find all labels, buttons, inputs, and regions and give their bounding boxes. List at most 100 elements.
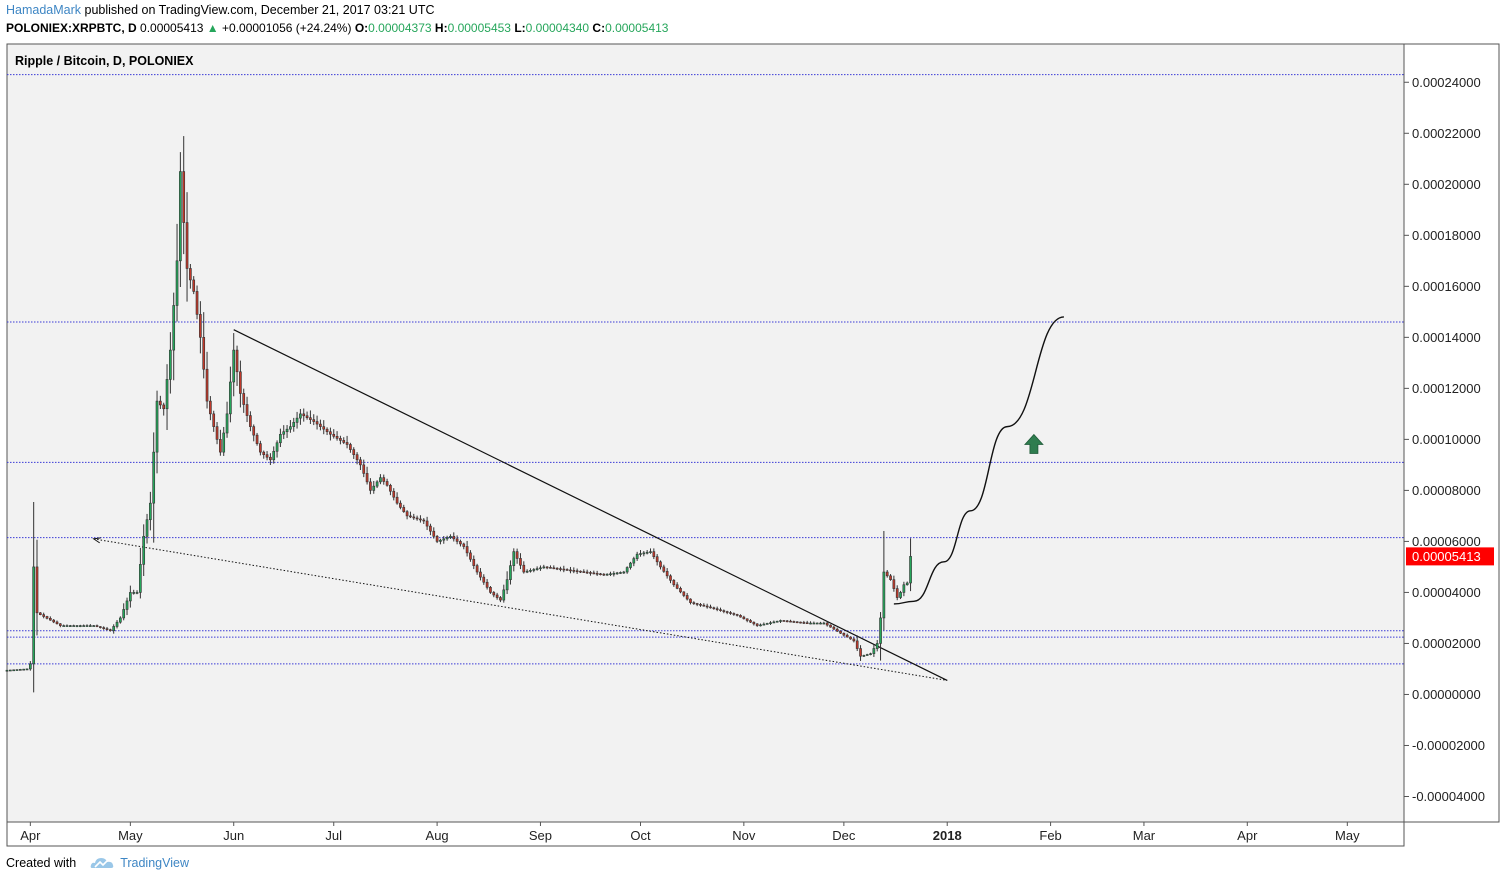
candle-down [325,428,329,433]
candle-down [452,536,456,540]
candle-up [439,539,442,542]
author-link[interactable]: HamadaMark [6,3,82,17]
candle-down [515,551,519,559]
candle-down [559,568,562,570]
candle-down [159,400,162,406]
candle-down [732,613,736,615]
candle-down [332,433,336,437]
candle-up [525,570,529,573]
candle-up [72,625,76,627]
candle-down [782,620,786,622]
candle-down [435,536,439,542]
candle-up [152,451,156,504]
candle-down [725,611,729,613]
candle-down [215,426,219,440]
candle-up [529,570,532,572]
candle-down [589,572,592,574]
candle-up [32,566,36,665]
candle-down [855,640,859,649]
candle-down [469,552,472,560]
candle-down [369,481,372,491]
y-tick-label: 0.00006000 [1412,534,1481,549]
candle-up [882,571,886,619]
candle-down [415,517,419,520]
y-tick-label: 0.00012000 [1412,381,1481,396]
candle-down [472,558,476,566]
candle-down [715,608,719,610]
candle-up [299,413,302,419]
candle-down [305,415,309,418]
candle-down [835,628,839,632]
y-tick-label: 0.00010000 [1412,432,1481,447]
candle-down [382,477,386,482]
candle-down [335,436,339,439]
candle-down [319,423,322,427]
candle-down [789,620,792,623]
candle-down [842,632,846,636]
close-value: 0.00005413 [605,21,669,35]
time-axis[interactable] [6,821,1405,847]
open-value: 0.00004373 [368,21,432,35]
candle-down [162,404,166,410]
candle-down [659,561,662,568]
x-tick-label: Aug [426,828,449,843]
candle-down [219,439,222,453]
candle-down [569,569,572,572]
candle-down [709,606,712,609]
candle-up [902,584,906,593]
tradingview-link[interactable]: TradingView [82,856,189,870]
candle-up [89,625,92,627]
x-tick-label: Mar [1133,828,1156,843]
candle-up [542,566,546,569]
candle-down [755,623,759,626]
candle-up [65,625,69,627]
price-axis[interactable] [1403,43,1500,823]
candle-down [729,612,732,614]
price-chart[interactable]: 0.00024000 0.00022000 0.00020000 0.00018000… [0,0,1503,850]
candle-down [199,314,202,338]
support-trendline [93,538,948,681]
candle-up [119,617,122,623]
candle-up [125,600,129,610]
candle-down [202,337,206,370]
candle-up [649,551,652,553]
candle-down [59,623,62,626]
candle-up [375,481,379,487]
candle-down [459,541,462,545]
candle-down [182,171,186,223]
candle-up [532,569,536,571]
candle-down [429,525,432,532]
x-tick-label: Jun [223,828,244,843]
candle-down [545,566,549,569]
trendline-arrowhead [92,537,101,544]
candle-up [139,564,142,593]
candle-up [175,260,179,306]
candle-down [575,570,579,573]
candle-down [522,564,526,573]
plot-area[interactable] [6,43,1405,823]
candle-down [102,627,106,629]
candle-down [602,573,606,576]
candle-up [25,668,29,671]
candle-down [785,620,789,623]
footer: Created with TradingView [6,856,189,870]
candle-up [819,622,822,625]
candle-up [145,519,149,537]
candle-down [549,567,552,569]
candle-down [722,610,726,612]
candle-down [252,426,256,436]
candle-down [352,449,356,455]
candle-up [69,625,72,627]
candle-up [82,625,86,627]
candle-down [455,538,459,542]
candle-down [682,591,686,596]
candle-down [742,616,746,620]
candle-down [402,507,406,512]
candle-up [869,653,872,655]
candle-up [169,349,172,380]
candle-up [292,422,296,427]
y-tick-label: 0.00022000 [1412,126,1481,141]
candle-up [122,609,126,619]
candle-up [445,537,449,540]
candle-down [479,571,482,578]
